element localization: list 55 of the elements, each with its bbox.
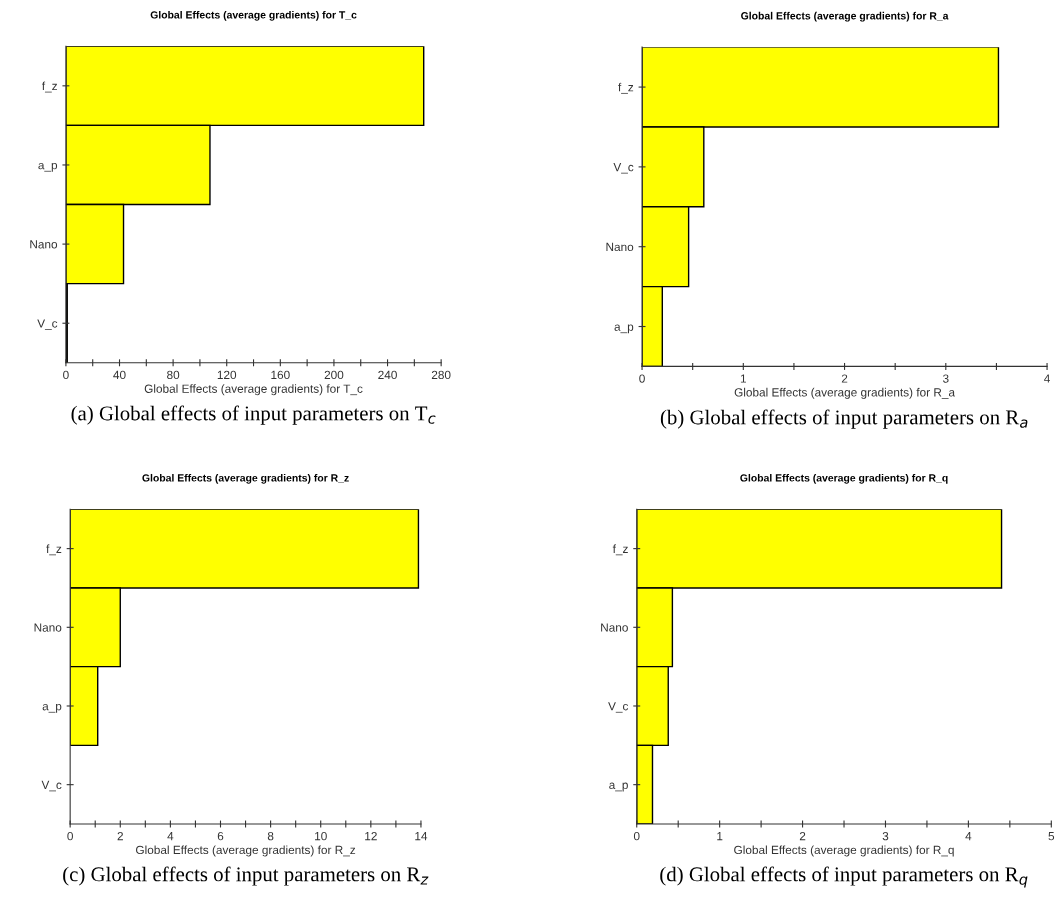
y-tick-label: Nano xyxy=(601,623,628,632)
y-tick-label: f_z xyxy=(612,544,628,556)
y-tick-label: f_z xyxy=(618,82,634,94)
x-tick-label: 240 xyxy=(378,370,397,380)
x-tick-label: 5 xyxy=(1048,832,1055,841)
text: (a) Global effects of input parameters on T$_{c}$ xyxy=(71,405,436,425)
chart-title: Global Effects (average gradients) for R_q xyxy=(740,473,948,484)
y-tick-label: V_c xyxy=(613,163,634,174)
x-tick-label: 40 xyxy=(113,370,126,380)
y-tick-label: a_p xyxy=(609,782,628,792)
x-tick-label: 0 xyxy=(63,370,69,380)
text: (d) Global effects of input parameters on R$_{q}$ xyxy=(660,866,1028,888)
x-tick-label: 4 xyxy=(1044,374,1050,383)
x-tick-label: 10 xyxy=(315,831,327,841)
x-tick-label: 2 xyxy=(117,831,123,841)
x-tick-label: 8 xyxy=(267,831,274,841)
chart-title: Global Effects (average gradients) for R_z xyxy=(142,473,349,484)
text: (c) Global effects of input parameters on R$_{z}$ xyxy=(63,866,429,886)
x-tick-label: 1 xyxy=(717,832,723,841)
x-tick-label: 6 xyxy=(217,831,224,841)
text: (b) Global effects of input parameters on R$_{a}$ xyxy=(660,409,1028,429)
y-tick-label: V_c xyxy=(41,780,62,792)
x-tick-label: 4 xyxy=(965,832,972,841)
x-axis-title: Global Effects (average gradients) for R_z xyxy=(136,845,356,857)
x-tick-label: 160 xyxy=(271,370,290,380)
y-tick-label: Nano xyxy=(30,240,58,249)
y-tick-label: f_z xyxy=(46,544,62,556)
y-tick-label: Nano xyxy=(606,242,634,252)
y-tick-label: V_c xyxy=(608,702,629,713)
y-tick-label: V_c xyxy=(37,319,58,330)
chart-title: Global Effects (average gradients) for R_a xyxy=(741,11,949,22)
x-axis-title: Global Effects (average gradients) for R_a xyxy=(734,387,956,399)
chart-title: Global Effects (average gradients) for T_c xyxy=(150,10,357,21)
y-tick-label: a_p xyxy=(38,162,58,172)
x-tick-label: 80 xyxy=(167,370,180,380)
x-axis-title: Global Effects (average gradients) for T_c xyxy=(144,384,363,396)
x-tick-label: 0 xyxy=(639,374,645,383)
y-tick-label: a_p xyxy=(42,703,62,713)
x-tick-label: 2 xyxy=(799,831,806,841)
x-tick-label: 0 xyxy=(633,831,640,841)
x-tick-label: 280 xyxy=(431,370,451,380)
y-tick-label: a_p xyxy=(614,324,634,334)
y-tick-label: Nano xyxy=(34,623,62,632)
x-tick-label: 3 xyxy=(882,831,889,841)
x-tick-label: 3 xyxy=(942,374,949,383)
x-tick-label: 120 xyxy=(217,370,237,380)
x-tick-label: 0 xyxy=(67,831,73,841)
x-axis-title: Global Effects (average gradients) for R_q xyxy=(734,845,954,857)
x-tick-label: 12 xyxy=(365,831,377,841)
x-tick-label: 200 xyxy=(324,370,344,380)
x-tick-label: 4 xyxy=(167,832,174,841)
y-tick-label: f_z xyxy=(41,81,57,93)
x-tick-label: 2 xyxy=(841,374,848,383)
x-tick-label: 1 xyxy=(740,374,747,383)
x-tick-label: 14 xyxy=(415,832,428,841)
